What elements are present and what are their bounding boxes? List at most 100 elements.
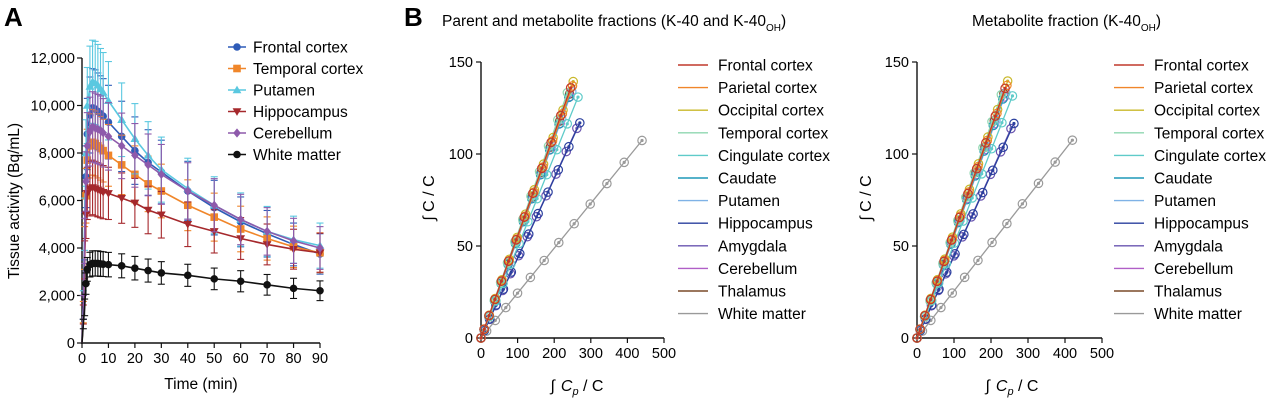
data-point-center (556, 168, 560, 172)
series-line (81, 125, 321, 344)
data-point-center (546, 190, 550, 194)
legend-item-cerebellum: Cerebellum (228, 126, 332, 143)
legend-label: Putamen (1154, 193, 1216, 210)
data-point (959, 272, 970, 283)
data-point (511, 235, 521, 245)
data-point (954, 212, 965, 223)
data-point (947, 234, 958, 244)
series-frontal-cortex (476, 83, 576, 343)
data-point (912, 333, 922, 343)
x-tick-label: 20 (127, 351, 143, 367)
data-point (503, 256, 514, 267)
data-point-center (975, 167, 979, 171)
legend-label: Frontal cortex (718, 58, 813, 75)
data-point (537, 163, 547, 174)
data-point (964, 187, 974, 197)
legend-item-cingulate-cortex: Cingulate cortex (1114, 148, 1266, 165)
x-tick-label: 30 (153, 351, 169, 367)
data-point-center (1000, 121, 1004, 125)
data-point (512, 288, 523, 298)
data-point (528, 188, 538, 199)
data-point-center (953, 252, 957, 256)
data-point (955, 211, 966, 221)
x-tick-label: 500 (652, 346, 676, 362)
series-line (81, 262, 321, 344)
data-point-center (540, 166, 544, 170)
x-tick-label: 100 (942, 346, 966, 362)
legend-label: Temporal cortex (718, 125, 829, 142)
data-point-center (945, 270, 949, 274)
data-point-center (515, 291, 520, 295)
x-tick-label: 300 (579, 346, 603, 362)
data-point-center (937, 287, 941, 291)
panel-c-xlabel: ∫ Cp / C (985, 378, 1039, 398)
legend-marker (233, 128, 241, 138)
data-point (157, 169, 166, 179)
legend-item-putamen: Putamen (228, 83, 315, 100)
data-point (619, 157, 629, 168)
legend-label: Caudate (718, 171, 777, 188)
data-point-center (1005, 221, 1009, 226)
data-point (157, 269, 166, 277)
data-point (99, 128, 107, 138)
data-point (104, 190, 113, 198)
data-point (1009, 118, 1019, 129)
data-point (183, 271, 192, 280)
data-point (117, 141, 126, 151)
x-tick-label: 0 (477, 346, 485, 362)
data-point (963, 188, 973, 199)
legend-label: Temporal cortex (253, 61, 364, 78)
y-tick-label: 150 (885, 55, 909, 71)
data-point (982, 135, 993, 146)
legend-label: Occipital cortex (718, 103, 824, 120)
data-point-center (572, 222, 576, 226)
data-point-center (923, 314, 927, 318)
x-tick-label: 300 (1016, 346, 1040, 362)
data-point (144, 266, 152, 275)
legend-label: White matter (253, 147, 341, 164)
data-point (1050, 157, 1060, 167)
data-point (585, 199, 596, 209)
legend-item-frontal-cortex: Frontal cortex (678, 58, 813, 75)
x-tick-label: 0 (78, 351, 86, 367)
y-tick-label: 150 (449, 55, 473, 71)
legend-item-caudate: Caudate (678, 171, 777, 188)
data-point-center (990, 147, 994, 151)
x-tick-label: 80 (285, 351, 301, 367)
data-point-center (605, 181, 609, 186)
data-point-center (528, 275, 532, 280)
data-point (915, 324, 925, 335)
legend-item-temporal-cortex: Temporal cortex (1114, 125, 1265, 142)
x-tick-label: 100 (505, 346, 529, 362)
data-point-center (565, 122, 569, 126)
data-point-center (1010, 94, 1015, 98)
legend-label: White matter (718, 306, 806, 323)
data-point (569, 218, 579, 229)
data-point-center (1036, 181, 1041, 185)
data-point (602, 178, 612, 189)
legend-item-white-matter: White matter (678, 306, 806, 323)
chart-a-plot: 0 2,000 4,000 6,000 8,000 10,000 12,000 0 10 20 30… (31, 40, 364, 368)
data-point (496, 276, 507, 287)
data-point (104, 131, 113, 141)
data-point (567, 81, 578, 91)
data-point-center (499, 279, 503, 283)
data-point-center (976, 258, 980, 262)
data-point-center (545, 173, 549, 177)
legend-label: Cingulate cortex (1154, 148, 1266, 165)
data-point-center (578, 121, 582, 125)
data-point (210, 275, 219, 283)
chart-b-plot: 0 50 100 150 0 100 200 300 400 500 Frontal cortex P… (449, 55, 830, 362)
data-point (263, 281, 271, 289)
data-point-center (981, 190, 985, 195)
data-point-center (1003, 86, 1007, 90)
legend-label: Cingulate cortex (718, 148, 830, 165)
data-point (562, 119, 573, 129)
series-line (81, 141, 321, 344)
data-point (561, 146, 572, 157)
data-point-center (518, 252, 522, 256)
panel-c-title: Metabolite fraction (K-40OH) (972, 13, 1161, 34)
data-point (525, 272, 536, 283)
data-point (83, 141, 92, 151)
data-point (997, 117, 1007, 128)
